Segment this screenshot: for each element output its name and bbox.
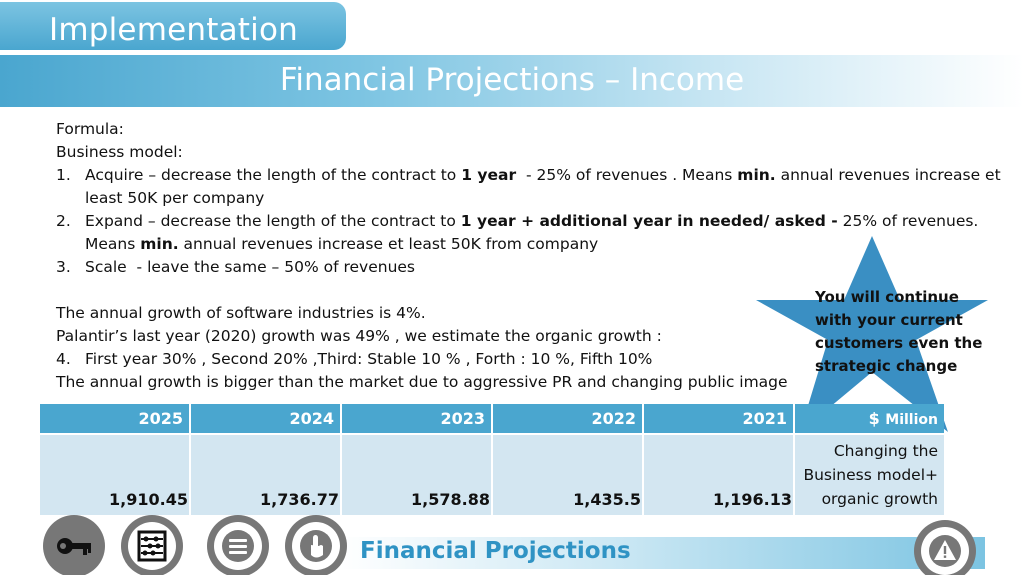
year-header: 2024 (191, 404, 340, 433)
description-cell: Changing the Business model+ organic gro… (795, 435, 944, 515)
year-header: 2023 (342, 404, 491, 433)
value-cell: 1,910.45 (40, 435, 189, 515)
unit-header: $ Million (795, 404, 944, 433)
star-shape (756, 236, 988, 432)
value-cell: 1,736.77 (191, 435, 340, 515)
year-header: 2025 (40, 404, 189, 433)
table-row: 1,910.45 1,736.77 1,578.88 1,435.5 1,196… (40, 435, 944, 515)
year-header: 2021 (644, 404, 793, 433)
closing-line: The annual growth is bigger than the mar… (56, 373, 788, 391)
page-title: Financial Projections – Income (279, 62, 745, 98)
star-polygon (756, 236, 988, 432)
menu-button[interactable] (207, 515, 269, 575)
section-tab-label: Implementation (49, 12, 298, 48)
formula-label: Formula: (56, 120, 124, 138)
menu-icon (222, 530, 254, 562)
warning-icon (929, 535, 961, 567)
growth-line: The annual growth of software industries… (56, 304, 426, 322)
calculator-button[interactable] (121, 515, 183, 575)
footer-bar (340, 537, 985, 569)
value-cell: 1,578.88 (342, 435, 491, 515)
value-cell: 1,435.5 (493, 435, 642, 515)
footer-title: Financial Projections (360, 538, 631, 564)
touch-button[interactable] (285, 515, 347, 575)
touch-icon (300, 530, 332, 562)
financial-table: 2025 2024 2023 2022 2021 $ Million 1,910… (38, 402, 946, 517)
year-header: 2022 (493, 404, 642, 433)
body-text: Formula: Business model: 1. Acquire – de… (56, 118, 1006, 394)
key-icon (57, 538, 91, 555)
callout-text: You will continue with your current cust… (815, 288, 983, 375)
abacus-icon (137, 530, 167, 562)
list-item: 2. Expand – decrease the length of the c… (56, 212, 979, 253)
business-model-label: Business model: (56, 143, 183, 161)
warning-button[interactable] (914, 520, 976, 575)
value-cell: 1,196.13 (644, 435, 793, 515)
section-tab[interactable] (0, 2, 346, 50)
key-button[interactable] (43, 515, 105, 575)
palantir-line: Palantir’s last year (2020) growth was 4… (56, 327, 662, 345)
title-banner (0, 55, 1024, 107)
table-header-row: 2025 2024 2023 2022 2021 $ Million (40, 404, 944, 433)
list-item: 4. First year 30% , Second 20% ,Third: S… (56, 350, 653, 368)
list-item: 1. Acquire – decrease the length of the … (56, 166, 1001, 207)
list-item: 3. Scale - leave the same – 50% of reven… (56, 258, 416, 276)
